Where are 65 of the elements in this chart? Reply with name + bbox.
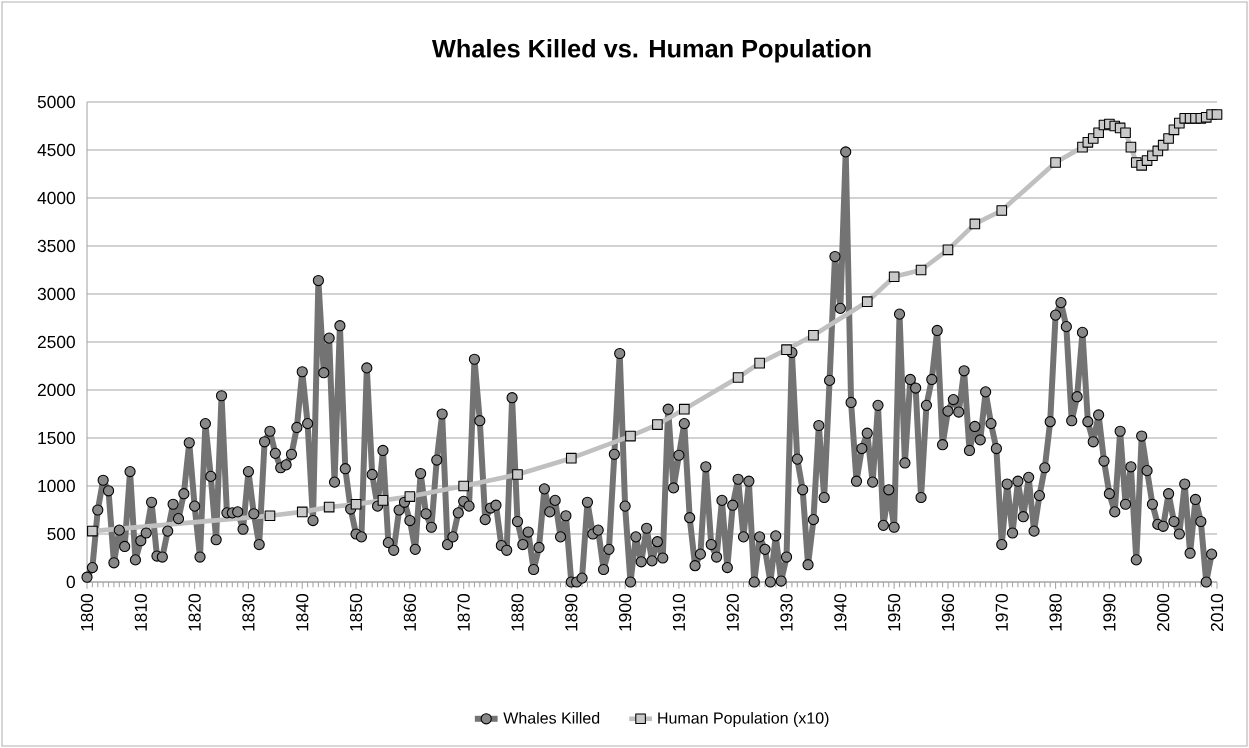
x-tick-label: 1870: [457, 594, 470, 631]
x-tick-label: 1850: [349, 594, 363, 631]
y-tick-label: 3000: [37, 287, 75, 301]
x-tick-label: 2000: [1157, 594, 1170, 632]
y-tick-label: 0: [66, 575, 75, 589]
y-tick-label: 4500: [37, 143, 75, 157]
point: [87, 525, 98, 537]
y-tick-label: 2500: [37, 335, 75, 349]
x-tick-label: 1950: [888, 594, 901, 631]
x-tick-label: 1900: [618, 594, 632, 631]
chart-title: Whales Killed vs. Human Population: [431, 39, 871, 63]
x-tick-label: 1880: [511, 594, 524, 631]
x-tick-label: 1960: [941, 594, 955, 631]
y-tick-label: 2000: [37, 383, 75, 397]
point: [996, 205, 1008, 216]
point: [754, 357, 765, 369]
point: [1050, 157, 1061, 168]
x-tick-label: 1890: [565, 594, 578, 631]
point: [915, 264, 927, 276]
x-tick-label: 1910: [672, 594, 686, 631]
legend-label: Human Population (x10): [658, 712, 829, 727]
point: [323, 501, 335, 513]
x-tick-label: 2010: [1210, 594, 1224, 632]
y-tick-label: 1500: [38, 431, 75, 445]
point: [861, 296, 873, 308]
x-tick-label: 1990: [1103, 594, 1116, 631]
point: [1093, 127, 1104, 139]
point: [512, 469, 523, 480]
x-tick-label: 1830: [242, 594, 255, 631]
x-tick-label: 1860: [403, 594, 416, 631]
legend-label: Whales Killed: [503, 712, 600, 724]
point: [377, 495, 389, 506]
point: [565, 452, 577, 464]
point: [404, 491, 416, 502]
point: [678, 403, 690, 415]
point: [652, 419, 663, 430]
x-tick-label: 1920: [726, 594, 739, 631]
point: [1211, 109, 1223, 120]
point: [1163, 133, 1174, 144]
point: [1120, 127, 1131, 139]
point: [732, 372, 744, 383]
point: [969, 218, 981, 230]
point: [625, 430, 636, 442]
x-tick-label: 1940: [834, 594, 847, 631]
x-tick-label: 1980: [1049, 594, 1062, 631]
x-tick-label: 1930: [780, 594, 793, 631]
point: [350, 498, 362, 510]
point: [888, 271, 900, 283]
y-tick-label: 1000: [38, 479, 75, 493]
point: [264, 510, 276, 522]
point: [458, 480, 470, 492]
point: [781, 344, 792, 356]
y-tick-label: 5000: [37, 95, 75, 109]
y-tick-label: 500: [47, 527, 75, 541]
x-tick-label: 1970: [995, 594, 1008, 631]
x-tick-label: 1820: [188, 594, 201, 631]
x-tick-label: 1800: [80, 594, 94, 631]
x-tick-label: 1840: [296, 594, 309, 631]
point: [942, 244, 954, 256]
point: [1125, 141, 1137, 153]
point: [296, 506, 308, 518]
point: [808, 329, 819, 341]
y-tick-label: 4000: [37, 191, 75, 205]
y-tick-label: 3500: [37, 239, 75, 253]
x-tick-label: 1810: [134, 594, 147, 631]
